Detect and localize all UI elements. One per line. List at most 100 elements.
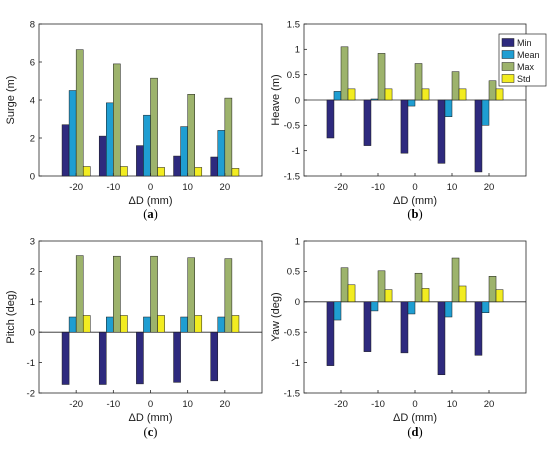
bar-mean-10: [180, 316, 188, 333]
bar-max-0: [414, 63, 423, 101]
legend-label-max: Max: [517, 62, 535, 72]
bar-min-20: [210, 331, 219, 382]
y-tick-label: 0: [30, 171, 35, 182]
bar-max-10: [451, 257, 460, 303]
bar-std-0: [157, 315, 165, 333]
y-tick-label: 0.5: [287, 267, 300, 278]
x-tick-label: 10: [182, 399, 193, 410]
bar-max--10: [113, 255, 121, 333]
bar-std--20: [347, 284, 356, 303]
bar-std-10: [194, 167, 203, 177]
x-axis-label: ΔD (mm): [129, 412, 173, 424]
legend-swatch-std: [501, 74, 515, 83]
bar-mean--10: [370, 301, 379, 312]
legend-label-std: Std: [517, 74, 531, 84]
bar-mean--10: [370, 98, 379, 101]
bar-std--20: [347, 88, 356, 101]
bar-std-0: [157, 167, 165, 177]
panel-label: (d): [407, 425, 422, 439]
bar-min--20: [326, 301, 335, 366]
bar-max-10: [187, 94, 195, 177]
bar-mean-0: [143, 114, 151, 177]
bar-max-0: [414, 272, 423, 303]
bar-std-20: [231, 315, 240, 333]
bar-min--20: [61, 124, 70, 177]
legend-label-mean: Mean: [517, 50, 540, 60]
bar-min-0: [400, 99, 409, 154]
y-axis-label: Yaw (deg): [270, 292, 282, 341]
bar-max-20: [488, 80, 497, 101]
bar-max--10: [113, 63, 121, 177]
bar-max-0: [150, 255, 158, 333]
bar-std--10: [120, 166, 128, 177]
x-tick-label: -10: [371, 182, 385, 193]
x-tick-label: 10: [447, 399, 458, 410]
bar-max-20: [224, 258, 233, 333]
bar-min--10: [98, 331, 107, 385]
bar-max-10: [451, 71, 460, 101]
x-tick-label: 10: [182, 182, 193, 193]
x-tick-label: 10: [447, 182, 458, 193]
bar-std-10: [458, 285, 467, 303]
bar-max--10: [377, 270, 386, 303]
x-axis-label: ΔD (mm): [393, 412, 437, 424]
x-tick-label: 20: [484, 399, 495, 410]
bar-min-10: [437, 301, 446, 376]
bar-mean--20: [333, 91, 342, 101]
y-tick-label: 3: [30, 236, 35, 247]
bar-max--20: [340, 267, 349, 303]
y-tick-label: 1: [30, 297, 35, 308]
x-tick-label: 0: [148, 182, 153, 193]
panel-label: (a): [143, 207, 158, 221]
bar-min-20: [474, 99, 483, 173]
x-tick-label: 0: [412, 182, 417, 193]
x-tick-label: -20: [69, 182, 83, 193]
bar-std-0: [421, 88, 430, 101]
bar-mean-20: [481, 99, 490, 126]
y-axis-label: Surge (m): [5, 76, 17, 125]
y-tick-label: -0.5: [284, 328, 300, 339]
y-tick-label: 4: [30, 95, 35, 106]
x-tick-label: -10: [106, 399, 120, 410]
bar-mean-0: [407, 301, 416, 315]
panel-label: (b): [407, 207, 422, 221]
bar-std--20: [82, 315, 91, 333]
bar-min--10: [363, 301, 372, 352]
bar-min-20: [210, 156, 219, 177]
bar-mean--20: [68, 316, 77, 333]
y-tick-label: 2: [30, 133, 35, 144]
bar-std--10: [120, 315, 128, 333]
y-tick-label: 1: [295, 236, 300, 247]
bar-mean-0: [407, 99, 416, 107]
legend-label-min: Min: [517, 38, 532, 48]
y-tick-label: 0.5: [287, 70, 300, 81]
bar-max-0: [150, 77, 158, 177]
y-tick-label: 0: [295, 297, 300, 308]
y-tick-label: -1.5: [284, 388, 300, 399]
bar-mean-20: [481, 301, 490, 313]
y-tick-label: 0: [30, 328, 35, 339]
bar-mean-10: [180, 126, 188, 177]
bar-min--10: [98, 135, 107, 177]
x-tick-label: -20: [69, 399, 83, 410]
x-tick-label: 0: [148, 399, 153, 410]
bar-min-20: [474, 301, 483, 356]
bar-min-0: [136, 331, 144, 385]
bar-min-10: [173, 155, 181, 177]
bar-max-20: [488, 276, 497, 303]
bar-max-20: [224, 97, 233, 177]
y-tick-label: 1: [295, 45, 300, 56]
bar-std-20: [231, 168, 240, 177]
bar-max-10: [187, 257, 195, 333]
bar-mean-10: [444, 301, 453, 318]
y-tick-label: -1: [292, 146, 300, 157]
bar-std-20: [495, 289, 504, 303]
y-tick-label: 1.5: [287, 19, 300, 30]
bar-std--20: [82, 166, 91, 177]
bar-min-0: [136, 145, 144, 177]
bar-min-10: [173, 331, 181, 383]
x-tick-label: -10: [371, 399, 385, 410]
bar-max--20: [340, 46, 349, 101]
